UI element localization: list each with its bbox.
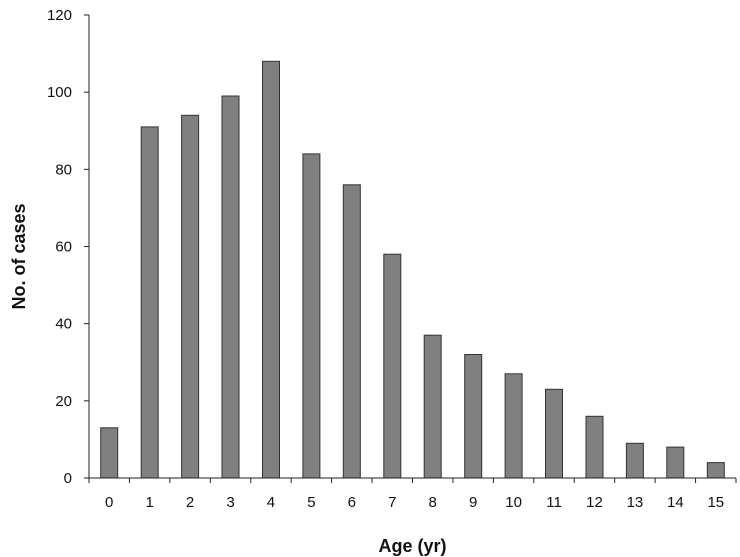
- bar-age-6: [342, 184, 361, 479]
- x-tick-label: 2: [186, 494, 194, 511]
- bar-age-14: [666, 446, 685, 479]
- y-tick-label: 20: [55, 393, 72, 410]
- x-tick-label: 14: [667, 494, 684, 511]
- x-tick-label: 8: [429, 494, 437, 511]
- y-tick-label: 80: [55, 161, 72, 178]
- bar-age-4: [262, 60, 280, 479]
- x-tick-label: 3: [226, 494, 234, 511]
- x-tick-label: 11: [546, 494, 562, 511]
- y-tick-label: 120: [47, 7, 72, 24]
- x-tick-label: 10: [505, 494, 522, 511]
- x-tick-label: 9: [469, 494, 477, 511]
- y-tick-label: 0: [64, 470, 72, 487]
- x-tick-label: 5: [307, 494, 315, 511]
- bar-age-5: [302, 153, 321, 479]
- y-tick-label: 60: [55, 239, 72, 256]
- bar-age-9: [464, 354, 483, 479]
- bar-age-11: [545, 388, 563, 479]
- y-tick-label: 40: [55, 316, 72, 333]
- bars: [100, 60, 725, 479]
- x-tick-label: 4: [267, 494, 275, 511]
- x-tick-label: 7: [388, 494, 396, 511]
- bar-age-15: [706, 462, 725, 479]
- y-axis-ticks: 0 20 40 60 80 100 120: [47, 7, 89, 487]
- x-tick-label: 1: [145, 494, 153, 511]
- bar-age-8: [423, 334, 442, 479]
- bar-age-7: [383, 253, 402, 479]
- bar-age-3: [221, 95, 240, 479]
- x-tick-label: 0: [105, 494, 113, 511]
- y-tick-label: 100: [47, 84, 72, 101]
- bar-age-0: [100, 427, 119, 479]
- bar-age-10: [504, 373, 523, 479]
- y-axis-title: No. of cases: [9, 203, 29, 309]
- x-axis-ticks: 0 1 2 3 4 5 6 7 8 9 10 11 12 13 14 15: [88, 478, 737, 511]
- x-tick-label: 12: [586, 494, 603, 511]
- x-tick-label: 13: [627, 494, 644, 511]
- bar-age-12: [585, 415, 604, 479]
- x-axis-title: Age (yr): [378, 536, 446, 556]
- bar-age-2: [181, 114, 200, 479]
- bar-age-1: [140, 126, 159, 479]
- x-tick-label: 6: [348, 494, 356, 511]
- x-tick-label: 15: [707, 494, 724, 511]
- bar-age-13: [625, 442, 644, 479]
